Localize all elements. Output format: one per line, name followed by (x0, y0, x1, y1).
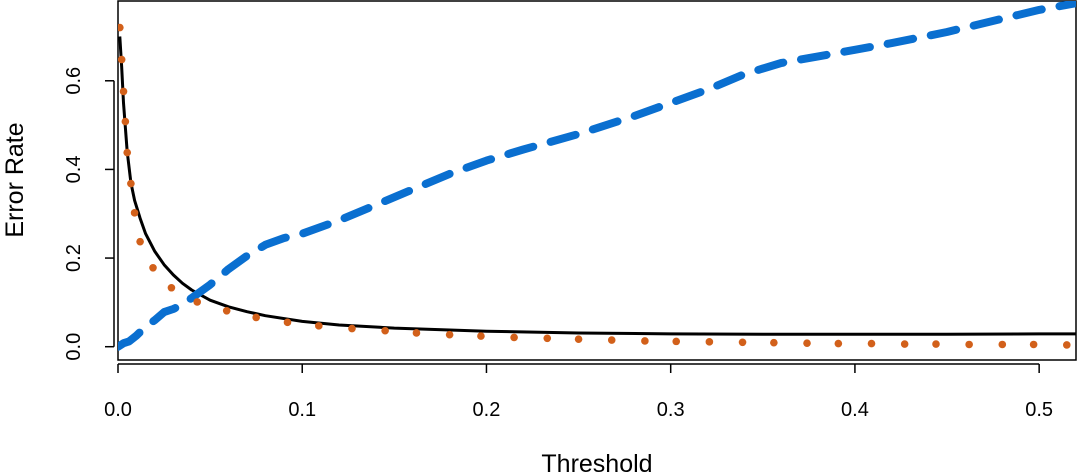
series-point (121, 117, 130, 126)
y-tick-label: 0.6 (63, 67, 85, 95)
series-point (222, 307, 231, 315)
x-tick-label: 0.3 (657, 399, 685, 421)
y-tick-label: 0.0 (63, 333, 85, 361)
series-point (672, 337, 681, 346)
series-point (477, 332, 485, 340)
series-point (803, 339, 811, 347)
series-point (167, 283, 176, 292)
x-tick-label: 0.2 (473, 399, 501, 421)
series-point (136, 237, 144, 246)
y-tick-label: 0.2 (63, 244, 85, 272)
series-point (998, 340, 1007, 349)
series-point (641, 337, 649, 345)
series-point (283, 318, 292, 327)
series-point (119, 87, 128, 96)
x-tick-label: 0.5 (1025, 399, 1053, 421)
series-point (867, 339, 876, 348)
series-point (705, 338, 714, 346)
series-point (1029, 340, 1038, 349)
dashed-series-line (118, 1, 1076, 351)
y-axis: 0.0 0.2 0.4 0.6 (63, 67, 115, 361)
series-point (412, 329, 421, 337)
series-point (252, 313, 260, 322)
series-point (770, 338, 778, 347)
series-point (118, 55, 126, 64)
x-tick-label: 0.1 (288, 399, 316, 421)
series-point (834, 339, 843, 348)
solid-series-line (118, 36, 1076, 336)
series-point (149, 264, 157, 272)
series-point (1062, 341, 1071, 349)
x-axis-title: Threshold (541, 450, 652, 476)
plot-frame (117, 0, 1077, 361)
series-point (543, 334, 552, 343)
series-point (965, 340, 973, 349)
series-point (118, 23, 124, 32)
series-point (123, 148, 132, 157)
series-point (900, 340, 909, 348)
x-tick-label: 0.0 (104, 399, 132, 421)
series-point (574, 335, 583, 343)
series-point (193, 298, 202, 306)
series-point (738, 338, 747, 347)
series-point (348, 324, 356, 333)
series-point (130, 209, 139, 217)
series-point (381, 326, 389, 335)
y-axis-title: Error Rate (1, 122, 29, 237)
series-point (510, 333, 518, 342)
plot-area (118, 1, 1076, 351)
series-point (127, 179, 135, 188)
series-point (607, 336, 616, 344)
x-axis: 0.0 0.1 0.2 0.3 0.4 0.5 (104, 363, 1053, 421)
y-tick-label: 0.4 (63, 156, 85, 184)
series-point (445, 330, 454, 339)
series-point (932, 340, 940, 348)
series-point (315, 322, 323, 330)
x-tick-label: 0.4 (841, 399, 869, 421)
